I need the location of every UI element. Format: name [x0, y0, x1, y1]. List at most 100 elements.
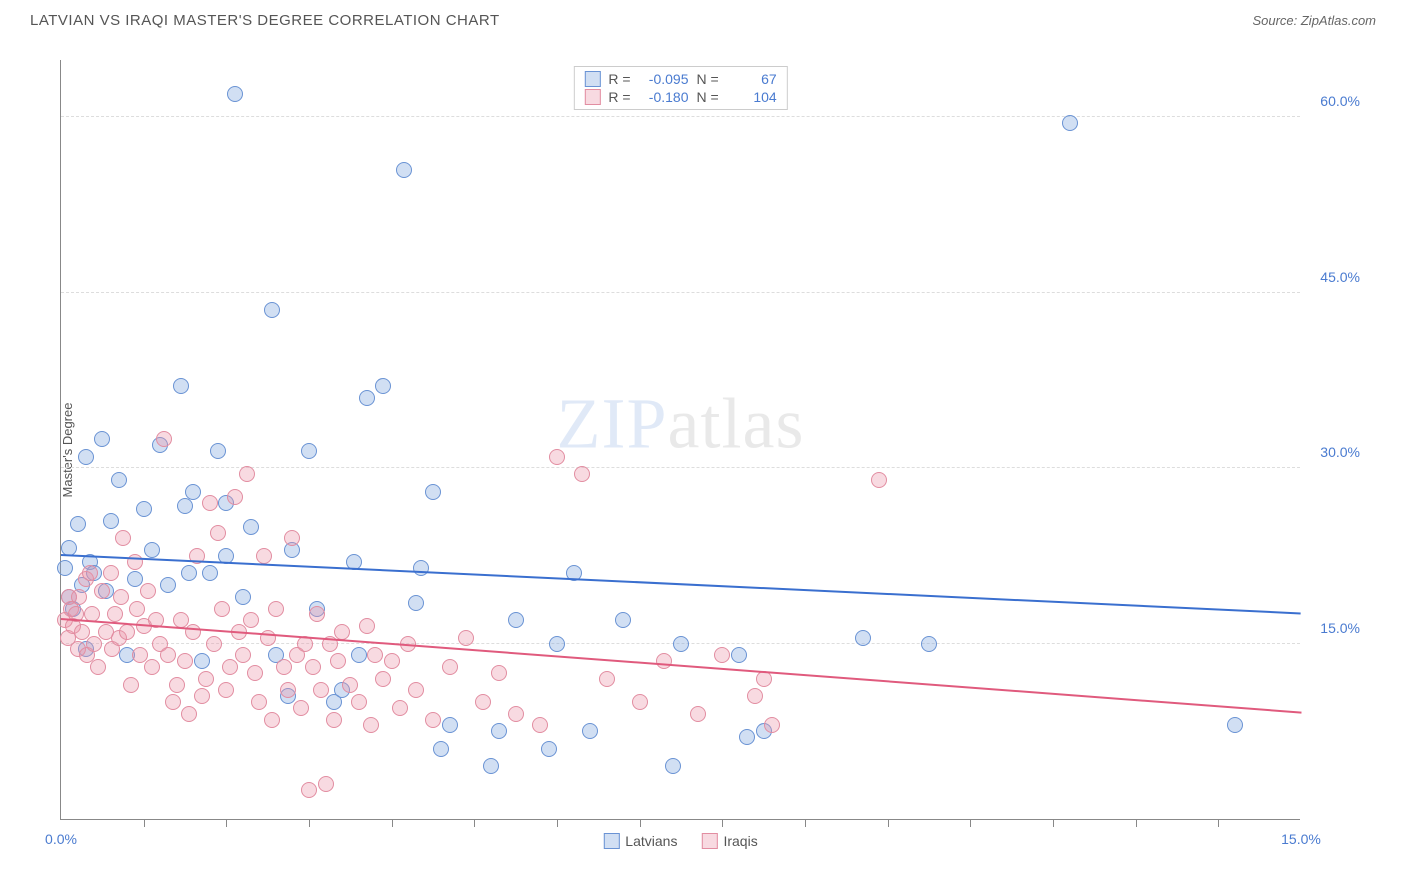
watermark-zip: ZIP — [557, 384, 668, 464]
data-point — [247, 665, 263, 681]
data-point — [140, 583, 156, 599]
data-point — [293, 700, 309, 716]
data-point — [313, 682, 329, 698]
data-point — [144, 542, 160, 558]
data-point — [113, 589, 129, 605]
data-point — [169, 677, 185, 693]
watermark-atlas: atlas — [668, 384, 805, 464]
data-point — [57, 560, 73, 576]
legend-label-iraqis: Iraqis — [723, 833, 757, 849]
data-point — [222, 659, 238, 675]
x-tick — [392, 819, 393, 827]
x-tick — [1136, 819, 1137, 827]
data-point — [747, 688, 763, 704]
data-point — [210, 443, 226, 459]
data-point — [532, 717, 548, 733]
y-tick-label: 60.0% — [1320, 93, 1360, 109]
data-point — [243, 519, 259, 535]
legend-row-iraqis: R = -0.180 N = 104 — [584, 89, 776, 105]
n-value-iraqis: 104 — [727, 89, 777, 105]
x-tick — [888, 819, 889, 827]
data-point — [301, 443, 317, 459]
data-point — [156, 431, 172, 447]
swatch-iraqis — [584, 89, 600, 105]
data-point — [194, 688, 210, 704]
data-point — [70, 516, 86, 532]
data-point — [351, 647, 367, 663]
data-point — [115, 530, 131, 546]
data-point — [359, 390, 375, 406]
data-point — [442, 659, 458, 675]
data-point — [202, 495, 218, 511]
data-point — [90, 659, 106, 675]
data-point — [318, 776, 334, 792]
swatch-iraqis-bottom — [701, 833, 717, 849]
data-point — [615, 612, 631, 628]
data-point — [656, 653, 672, 669]
data-point — [433, 741, 449, 757]
data-point — [1062, 115, 1078, 131]
data-point — [82, 565, 98, 581]
x-tick-label: 15.0% — [1281, 831, 1321, 847]
chart-title: LATVIAN VS IRAQI MASTER'S DEGREE CORRELA… — [30, 12, 500, 29]
data-point — [599, 671, 615, 687]
data-point — [408, 595, 424, 611]
data-point — [165, 694, 181, 710]
data-point — [309, 606, 325, 622]
data-point — [129, 601, 145, 617]
x-tick — [474, 819, 475, 827]
data-point — [160, 647, 176, 663]
data-point — [731, 647, 747, 663]
data-point — [508, 706, 524, 722]
data-point — [301, 782, 317, 798]
data-point — [198, 671, 214, 687]
data-point — [375, 671, 391, 687]
data-point — [103, 513, 119, 529]
data-point — [425, 712, 441, 728]
data-point — [251, 694, 267, 710]
trend-line — [61, 618, 1301, 714]
chart-container: Master's Degree ZIPatlas R = -0.095 N = … — [50, 50, 1370, 850]
legend-row-latvians: R = -0.095 N = 67 — [584, 71, 776, 87]
data-point — [181, 706, 197, 722]
data-point — [239, 466, 255, 482]
series-legend: Latvians Iraqis — [603, 833, 757, 849]
data-point — [491, 723, 507, 739]
data-point — [582, 723, 598, 739]
data-point — [483, 758, 499, 774]
data-point — [185, 484, 201, 500]
data-point — [632, 694, 648, 710]
x-tick — [309, 819, 310, 827]
data-point — [227, 489, 243, 505]
data-point — [549, 449, 565, 465]
data-point — [177, 653, 193, 669]
x-tick — [805, 819, 806, 827]
data-point — [202, 565, 218, 581]
data-point — [351, 694, 367, 710]
data-point — [665, 758, 681, 774]
data-point — [119, 624, 135, 640]
x-tick — [640, 819, 641, 827]
x-tick — [144, 819, 145, 827]
data-point — [334, 624, 350, 640]
data-point — [160, 577, 176, 593]
data-point — [123, 677, 139, 693]
data-point — [871, 472, 887, 488]
data-point — [107, 606, 123, 622]
data-point — [330, 653, 346, 669]
data-point — [384, 653, 400, 669]
data-point — [256, 548, 272, 564]
data-point — [177, 498, 193, 514]
x-tick — [1053, 819, 1054, 827]
data-point — [425, 484, 441, 500]
data-point — [185, 624, 201, 640]
data-point — [475, 694, 491, 710]
trend-line — [61, 554, 1301, 614]
data-point — [541, 741, 557, 757]
data-point — [78, 449, 94, 465]
data-point — [739, 729, 755, 745]
swatch-latvians — [584, 71, 600, 87]
data-point — [235, 647, 251, 663]
y-tick-label: 45.0% — [1320, 269, 1360, 285]
data-point — [94, 431, 110, 447]
